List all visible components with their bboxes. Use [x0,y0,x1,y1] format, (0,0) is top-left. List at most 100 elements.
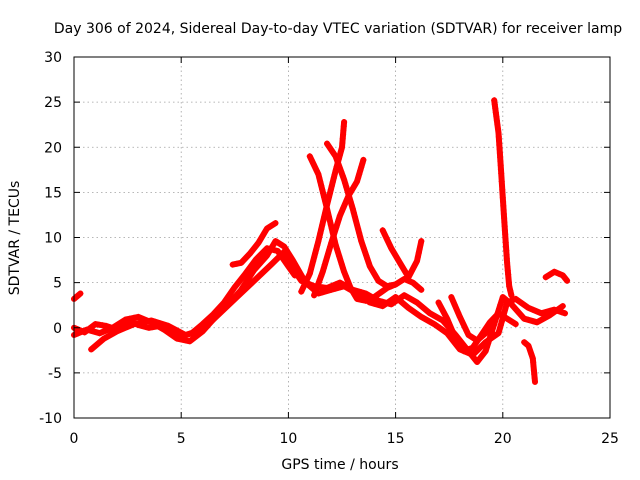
data-point [308,156,315,163]
data-point [332,228,338,235]
data-point [83,326,90,333]
data-point [465,346,472,353]
data-point [309,262,315,269]
grid-lines [74,57,610,418]
data-point [404,294,411,301]
data-point [342,180,349,187]
data-point [324,202,330,208]
data-point [316,234,323,241]
data-point [268,261,275,268]
series-track-j [448,294,498,344]
data-point [341,268,348,275]
data-point [126,315,133,322]
data-point [519,300,526,307]
data-point [402,302,409,309]
data-point [326,247,333,254]
data-point [179,330,186,337]
data-point [249,247,256,254]
data-point [515,298,522,305]
data-point [348,202,355,208]
data-point [426,310,433,317]
data-point [330,150,337,157]
data-point [483,344,490,351]
data-point [270,241,277,248]
data-point [333,245,340,252]
data-point [173,335,180,342]
data-point [274,248,281,254]
data-point [394,256,401,263]
data-point [131,314,137,321]
data-point [334,157,340,164]
data-point [550,309,557,316]
y-tick-label: 30 [44,50,62,66]
data-point [383,234,390,241]
data-point [264,225,270,232]
data-point [225,302,232,309]
data-point [327,221,334,228]
data-point [247,263,254,270]
y-tick-label: 5 [53,276,62,292]
data-point [381,230,388,237]
data-point [356,171,363,178]
data-point [96,330,103,337]
data-point [489,316,496,323]
data-point [261,255,268,262]
data-point [355,225,362,232]
data-point [384,283,390,290]
data-point [492,313,499,320]
data-point [319,268,326,275]
data-point [195,327,202,334]
data-point [369,267,375,273]
x-tick-label: 25 [601,431,619,447]
data-point [384,238,391,245]
data-point [547,312,553,319]
data-point [335,216,342,223]
data-point [236,291,243,298]
data-point [491,321,498,328]
data-point [341,176,348,183]
data-point [538,310,545,317]
data-point [458,317,465,324]
data-point [494,121,501,128]
data-point [182,332,189,338]
data-point [92,321,99,328]
data-point [291,268,298,275]
data-point [246,273,253,280]
data-point [127,322,134,329]
data-point [213,313,220,319]
chart-title: Day 306 of 2024, Sidereal Day-to-day VTE… [54,21,622,37]
data-point [258,258,265,265]
data-point [311,254,318,261]
data-point [245,283,252,290]
data-point [96,321,102,328]
data-point [440,327,447,334]
data-point [418,238,425,245]
data-point [349,205,356,212]
data-point [384,300,390,307]
data-point [315,280,322,287]
data-point [543,313,550,320]
data-point [450,331,457,338]
data-point [362,297,369,304]
data-point [564,277,571,284]
data-point [325,250,332,257]
data-point [405,274,412,281]
data-point [335,161,342,168]
data-point [421,315,428,322]
data-point [312,164,318,171]
data-point [307,266,314,273]
data-point [454,338,461,345]
data-point [412,261,419,268]
data-point [250,259,257,266]
data-point [349,185,356,192]
data-point [415,311,422,318]
y-tick-label: 0 [53,321,62,337]
data-point [486,336,493,343]
series-track-b [71,238,568,358]
axis-ticks [73,56,611,419]
data-point [256,272,263,279]
data-point [390,248,397,255]
data-point [328,239,335,246]
series-markers [521,339,538,385]
